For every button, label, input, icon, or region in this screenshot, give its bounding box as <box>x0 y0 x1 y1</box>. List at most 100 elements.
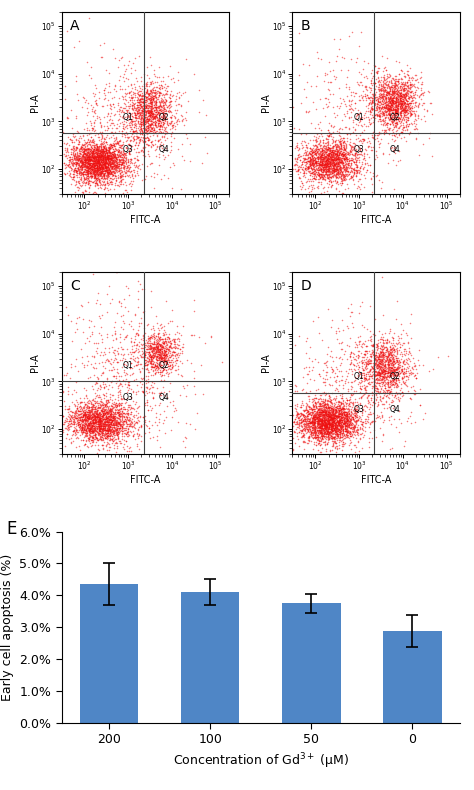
Point <box>156 389 164 401</box>
Point <box>305 360 312 373</box>
Point <box>309 160 317 172</box>
Point <box>108 152 115 165</box>
Point <box>381 101 389 114</box>
Point <box>84 410 91 423</box>
Point <box>140 95 147 107</box>
Point <box>320 149 328 162</box>
Point <box>338 156 346 168</box>
Point <box>384 356 392 368</box>
Point <box>147 75 155 88</box>
Point <box>105 151 112 164</box>
Point <box>382 100 390 112</box>
Point <box>84 156 92 168</box>
Point <box>122 158 129 171</box>
Point <box>151 360 158 373</box>
Point <box>111 145 119 157</box>
Point <box>333 416 341 428</box>
Point <box>318 412 326 425</box>
Point <box>147 118 155 130</box>
Point <box>366 81 374 94</box>
Point <box>134 131 142 144</box>
Point <box>142 101 149 114</box>
Point <box>114 427 121 439</box>
Point <box>322 411 329 423</box>
Point <box>388 99 396 111</box>
Point <box>380 77 388 89</box>
Point <box>120 151 128 164</box>
Point <box>133 427 140 439</box>
Point <box>339 186 347 199</box>
Point <box>325 398 332 411</box>
Point <box>326 413 333 426</box>
Point <box>91 164 99 176</box>
Point <box>340 416 348 429</box>
Point <box>398 371 405 383</box>
Point <box>93 425 101 438</box>
Point <box>322 407 329 419</box>
Point <box>153 359 160 372</box>
Point <box>320 160 328 172</box>
Point <box>302 421 310 434</box>
Point <box>389 343 396 356</box>
Point <box>335 163 343 175</box>
Point <box>93 167 101 180</box>
Point <box>157 333 164 345</box>
Point <box>337 425 345 438</box>
Point <box>109 381 116 393</box>
Point <box>151 138 159 151</box>
Point <box>104 421 112 434</box>
Point <box>330 152 338 165</box>
Point <box>101 406 109 419</box>
Point <box>78 412 86 425</box>
Point <box>77 153 85 166</box>
Point <box>97 152 104 164</box>
Point <box>302 160 310 172</box>
Point <box>149 85 157 98</box>
Point <box>393 378 401 390</box>
Point <box>141 122 149 135</box>
Point <box>335 396 342 408</box>
Point <box>335 142 343 155</box>
Point <box>318 419 326 432</box>
Point <box>90 186 97 199</box>
Point <box>301 167 308 180</box>
Point <box>403 118 410 130</box>
Point <box>136 118 144 130</box>
Point <box>150 336 157 348</box>
Point <box>156 118 164 131</box>
Point <box>95 389 103 401</box>
Point <box>308 404 316 416</box>
Point <box>119 178 127 190</box>
Point <box>383 352 391 365</box>
Point <box>112 85 119 97</box>
Point <box>324 143 332 156</box>
Point <box>107 416 115 429</box>
Point <box>99 416 106 429</box>
Point <box>351 421 358 434</box>
Point <box>73 410 81 423</box>
Point <box>156 397 164 410</box>
Point <box>328 406 336 419</box>
Point <box>330 401 337 414</box>
Point <box>58 411 66 423</box>
Point <box>147 353 155 366</box>
Point <box>80 419 88 431</box>
Point <box>107 126 115 138</box>
Point <box>120 364 128 377</box>
Point <box>113 156 121 169</box>
Point <box>99 407 107 419</box>
Point <box>88 155 96 167</box>
Point <box>317 420 325 433</box>
Point <box>129 172 137 185</box>
Point <box>311 408 319 421</box>
Point <box>64 137 71 150</box>
Point <box>412 114 420 126</box>
Point <box>379 363 387 375</box>
Point <box>109 434 116 446</box>
Point <box>367 73 374 86</box>
Point <box>93 294 101 307</box>
Point <box>322 156 330 169</box>
Point <box>79 410 86 423</box>
Point <box>84 156 92 169</box>
Point <box>328 423 336 436</box>
